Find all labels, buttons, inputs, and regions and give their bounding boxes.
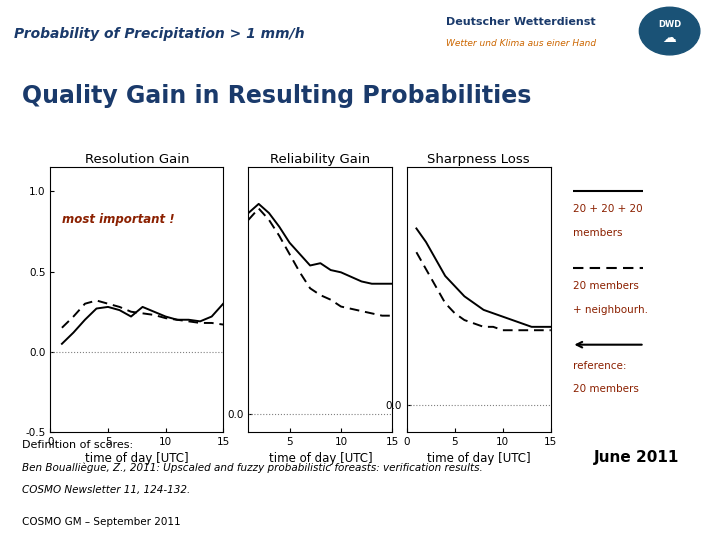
Text: Definition of scores:: Definition of scores: bbox=[22, 440, 132, 450]
Title: Sharpness Loss: Sharpness Loss bbox=[428, 153, 530, 166]
Title: Reliability Gain: Reliability Gain bbox=[270, 153, 371, 166]
Text: reference:: reference: bbox=[573, 361, 626, 370]
Text: 20 + 20 + 20: 20 + 20 + 20 bbox=[573, 205, 642, 214]
Text: members: members bbox=[573, 228, 623, 238]
Title: Resolution Gain: Resolution Gain bbox=[84, 153, 189, 166]
X-axis label: time of day [UTC]: time of day [UTC] bbox=[269, 453, 372, 465]
Text: Wetter und Klima aus einer Hand: Wetter und Klima aus einer Hand bbox=[446, 39, 597, 48]
Text: Probability of Precipitation > 1 mm/h: Probability of Precipitation > 1 mm/h bbox=[14, 27, 305, 41]
Text: Deutscher Wetterdienst: Deutscher Wetterdienst bbox=[446, 17, 596, 27]
Text: most important !: most important ! bbox=[63, 213, 175, 226]
Text: 20 members: 20 members bbox=[573, 384, 639, 394]
Text: COSMO GM – September 2011: COSMO GM – September 2011 bbox=[22, 517, 180, 528]
Text: COSMO Newsletter 11, 124-132.: COSMO Newsletter 11, 124-132. bbox=[22, 485, 190, 495]
Text: DWD: DWD bbox=[658, 20, 681, 29]
Text: + neighbourh.: + neighbourh. bbox=[573, 305, 648, 315]
X-axis label: time of day [UTC]: time of day [UTC] bbox=[427, 453, 531, 465]
Text: 20 members: 20 members bbox=[573, 281, 639, 291]
Circle shape bbox=[639, 7, 700, 55]
X-axis label: time of day [UTC]: time of day [UTC] bbox=[85, 453, 189, 465]
Text: Quality Gain in Resulting Probabilities: Quality Gain in Resulting Probabilities bbox=[22, 84, 531, 108]
Text: June 2011: June 2011 bbox=[593, 450, 679, 465]
Text: Ben Boualliègue, Z., 2011: Upscaled and fuzzy probabilistic foreasts: verificati: Ben Boualliègue, Z., 2011: Upscaled and … bbox=[22, 463, 482, 473]
Text: ☁: ☁ bbox=[662, 31, 677, 45]
